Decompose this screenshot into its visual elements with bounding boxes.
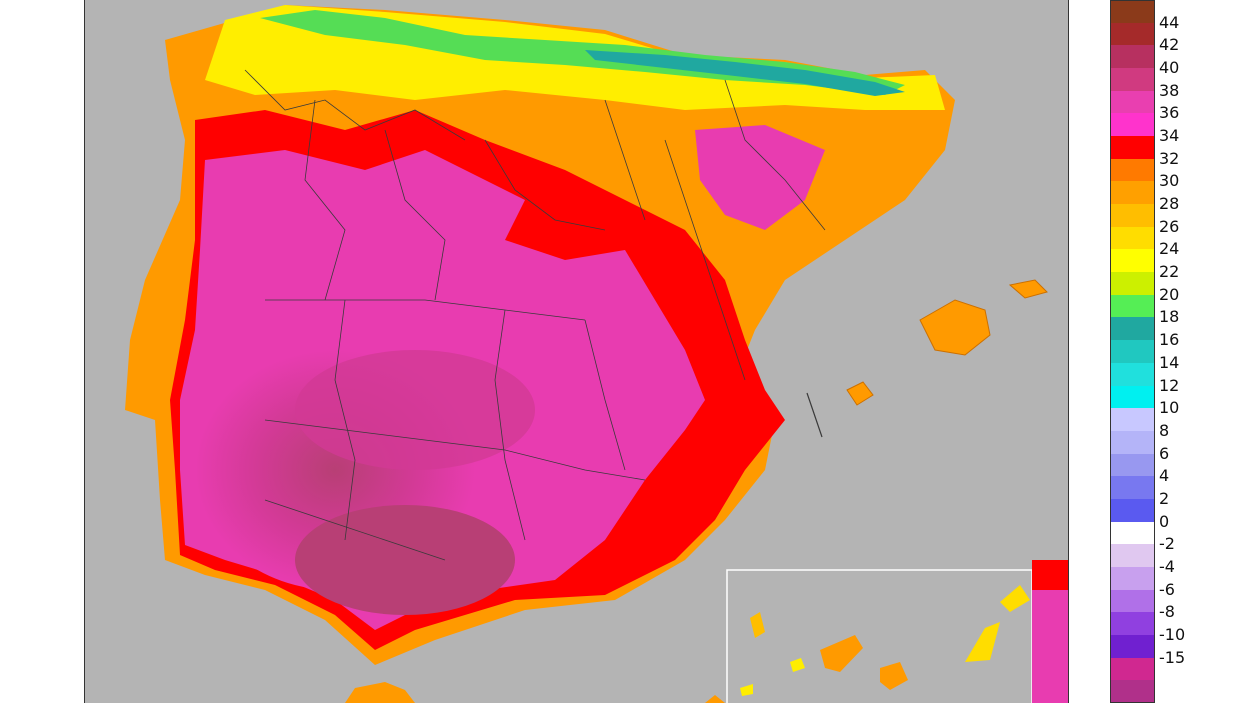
legend-label: 10 [1159, 398, 1180, 418]
legend-swatch [1110, 657, 1155, 681]
legend-swatch [1110, 340, 1155, 364]
legend-label: 12 [1159, 375, 1180, 395]
legend-swatch [1110, 634, 1155, 658]
legend-label: 14 [1159, 352, 1180, 372]
legend-swatch [1110, 22, 1155, 46]
legend-label: -6 [1159, 579, 1175, 599]
canary-island-la-palma [750, 612, 765, 638]
legend-swatch [1110, 45, 1155, 69]
legend-swatch [1110, 317, 1155, 341]
legend-swatch [1110, 566, 1155, 590]
dateline-marker [806, 392, 823, 438]
legend-label: -2 [1159, 534, 1175, 554]
legend-swatch [1110, 272, 1155, 296]
legend-label: 44 [1159, 12, 1180, 32]
canary-island-el-hierro [740, 684, 753, 696]
legend-label: 0 [1159, 511, 1170, 531]
pyrenees-teal-band [585, 50, 905, 96]
legend-label: -10 [1159, 624, 1186, 644]
legend-label: -8 [1159, 602, 1175, 622]
legend-swatch [1110, 362, 1155, 386]
mallorca-island [919, 299, 991, 356]
legend-label: 42 [1159, 35, 1180, 55]
legend-swatch [1110, 430, 1155, 454]
legend-border [1110, 0, 1155, 703]
menorca-island [1008, 279, 1048, 299]
canary-island-gran-canaria [880, 662, 908, 690]
legend-swatch [1110, 158, 1155, 182]
legend-swatch [1110, 453, 1155, 477]
legend-label: 8 [1159, 420, 1170, 440]
hottest-core-south [295, 505, 515, 615]
legend-swatch [1110, 589, 1155, 613]
legend-swatch [1110, 0, 1155, 23]
legend-label: 30 [1159, 171, 1180, 191]
legend-label: 38 [1159, 80, 1180, 100]
legend-label: 2 [1159, 488, 1170, 508]
north-africa-strip [345, 682, 415, 703]
province-boundaries [244, 69, 826, 561]
legend-swatch [1110, 136, 1155, 160]
legend-swatch [1110, 385, 1155, 409]
legend-label: 32 [1159, 148, 1180, 168]
legend-label: 18 [1159, 307, 1180, 327]
africa-side-strip-red [1032, 560, 1068, 590]
ebro-magenta-zone [695, 125, 825, 230]
legend-label: 24 [1159, 239, 1180, 259]
legend-label: 40 [1159, 58, 1180, 78]
legend-swatch [1110, 680, 1155, 703]
legend-label: 20 [1159, 284, 1180, 304]
legend-swatch [1110, 249, 1155, 273]
legend-label: 28 [1159, 194, 1180, 214]
temperature-legend: 44 42 40 38 36 34 32 30 28 26 24 22 20 18 16 14 12 10 8 6 4 2… [1110, 0, 1250, 703]
legend-swatch [1110, 181, 1155, 205]
legend-swatch [1110, 68, 1155, 92]
north-africa-strip-east [705, 695, 725, 703]
legend-swatch [1110, 204, 1155, 228]
legend-label: 26 [1159, 216, 1180, 236]
map-canvas [125, 5, 1068, 703]
legend-swatch [1110, 113, 1155, 137]
legend-swatch [1110, 90, 1155, 114]
hottest-core-central [295, 350, 535, 470]
legend-label: -15 [1159, 647, 1186, 667]
ibiza-island [846, 381, 874, 406]
legend-label: 4 [1159, 466, 1170, 486]
legend-label: 36 [1159, 103, 1180, 123]
legend-label: -4 [1159, 556, 1175, 576]
legend-swatch [1110, 612, 1155, 636]
legend-label: 16 [1159, 330, 1180, 350]
legend-swatch [1110, 498, 1155, 522]
canary-island-tenerife [820, 635, 863, 672]
legend-label: 34 [1159, 126, 1180, 146]
legend-swatch [1110, 544, 1155, 568]
canary-island-fuerteventura [965, 622, 1000, 662]
legend-swatch [1110, 476, 1155, 500]
canary-island-lanzarote [1000, 585, 1030, 612]
legend-label: 6 [1159, 443, 1170, 463]
temperature-map [84, 0, 1069, 703]
legend-swatch [1110, 226, 1155, 250]
legend-label: 22 [1159, 262, 1180, 282]
legend-swatch [1110, 294, 1155, 318]
canary-island-la-gomera [790, 658, 805, 672]
legend-swatch [1110, 408, 1155, 432]
legend-swatch [1110, 521, 1155, 545]
